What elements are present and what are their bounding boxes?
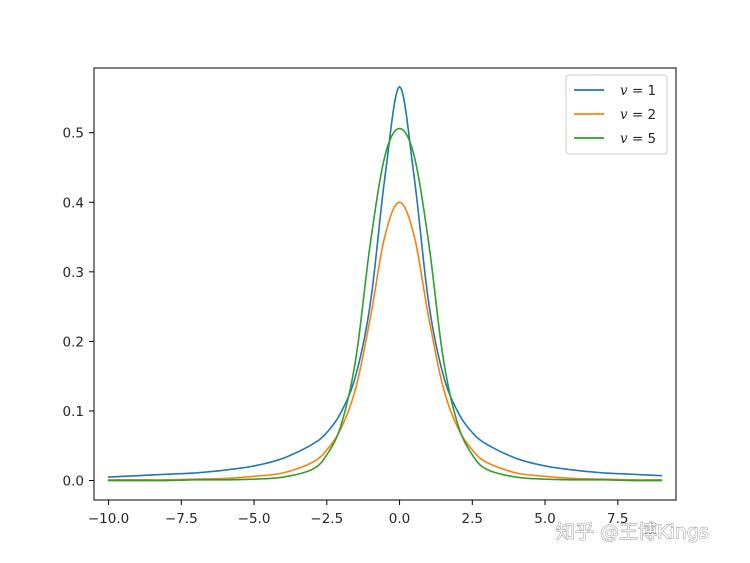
legend: v = 1 v = 2 v = 5 (565, 74, 668, 155)
y-tick-label: 0.5 (63, 126, 84, 142)
axes-frame (93, 67, 677, 501)
y-tick-label: 0.1 (63, 404, 84, 420)
series-line-1 (107, 85, 663, 478)
watermark-text: 知乎 @王博Kings (556, 521, 709, 543)
x-tick-label: −2.5 (310, 511, 343, 527)
y-tick-label: 0.0 (63, 474, 84, 490)
legend-label-3: v = 5 (620, 131, 656, 147)
legend-label-1: v = 1 (620, 83, 656, 99)
legend-label-2: v = 2 (620, 107, 656, 123)
series-line-2 (107, 201, 663, 481)
y-tick-label: 0.4 (63, 195, 84, 211)
x-tick-label: −7.5 (165, 511, 198, 527)
x-axis: −10.0 −7.5 −5.0 −2.5 0.0 2.5 5.0 7.5 (88, 500, 629, 527)
x-tick-label: −5.0 (238, 511, 271, 527)
x-tick-label: −10.0 (88, 511, 129, 527)
x-tick-label: 5.0 (534, 511, 555, 527)
series-line-3 (107, 127, 663, 482)
legend-box (565, 74, 668, 155)
x-tick-label: 7.5 (607, 511, 628, 527)
x-tick-label: 2.5 (462, 511, 483, 527)
y-axis: 0.0 0.1 0.2 0.3 0.4 0.5 (63, 126, 94, 490)
x-tick-label: 0.0 (389, 511, 410, 527)
y-tick-label: 0.3 (63, 265, 84, 281)
y-tick-label: 0.2 (63, 334, 84, 350)
series-layer (107, 85, 663, 482)
